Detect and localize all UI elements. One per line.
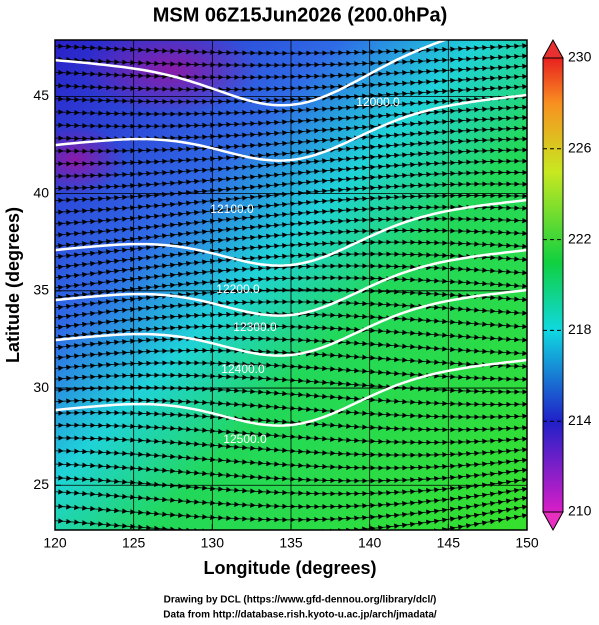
axes: 120 125 130 135 140 145 150 25 30 35 40 45 xyxy=(33,87,538,551)
credit: Data from http://database.rish.kyoto-u.a… xyxy=(163,610,437,621)
contour-label: 12000.0 xyxy=(356,95,400,109)
plot-area: 12000.0 12100.0 12200.0 12300.0 12400.0 12500… xyxy=(55,40,527,530)
colorbar-extend-bottom xyxy=(542,511,564,532)
colorbar-tick-label: 230 xyxy=(568,49,592,65)
streamline xyxy=(55,299,527,321)
contour-label: 12200.0 xyxy=(216,282,260,296)
x-tick-label: 150 xyxy=(515,535,539,551)
contour-line xyxy=(55,248,527,317)
contour-label: 12300.0 xyxy=(233,320,277,334)
x-tick-label: 140 xyxy=(358,535,382,551)
contour-label: 12500.0 xyxy=(223,432,267,446)
colorbar-tick-label: 218 xyxy=(568,321,592,337)
x-tick-label: 130 xyxy=(201,535,225,551)
x-tick-label: 135 xyxy=(279,535,303,551)
y-tick-label: 40 xyxy=(33,184,49,200)
streamline xyxy=(55,43,527,56)
y-tick-label: 30 xyxy=(33,379,49,395)
colorbar-tick-label: 226 xyxy=(568,140,592,156)
y-tick-label: 25 xyxy=(33,476,49,492)
x-tick-label: 125 xyxy=(122,535,146,551)
x-axis-label: Longitude (degrees) xyxy=(203,558,376,578)
colorbar-extend-top xyxy=(542,38,564,59)
colorbar: 210 214 218 222 226 230 xyxy=(542,38,592,532)
contour-line xyxy=(55,288,527,357)
x-tick-label: 145 xyxy=(437,535,461,551)
contour-line xyxy=(55,198,527,267)
y-axis-label: Latitude (degrees) xyxy=(3,207,23,363)
y-tick-label: 35 xyxy=(33,282,49,298)
contour-line xyxy=(55,40,449,107)
contour-label: 12100.0 xyxy=(210,202,254,216)
contour-line xyxy=(55,93,527,162)
contour-label: 12400.0 xyxy=(221,362,265,376)
colorbar-bar xyxy=(542,57,564,513)
y-tick-label: 45 xyxy=(33,87,49,103)
x-tick-label: 120 xyxy=(43,535,67,551)
colorbar-tick-label: 222 xyxy=(568,230,592,246)
title: MSM 06Z15Jun2026 (200.0hPa) xyxy=(153,4,448,26)
grid xyxy=(55,40,527,530)
contour-line xyxy=(55,358,527,427)
colorbar-tick-label: 214 xyxy=(568,412,592,428)
colorbar-tick-label: 210 xyxy=(568,503,592,519)
credit: Drawing by DCL (https://www.gfd-dennou.o… xyxy=(164,595,437,606)
contours: 12000.0 12100.0 12200.0 12300.0 12400.0 12500… xyxy=(55,40,527,446)
streamline xyxy=(55,513,527,530)
